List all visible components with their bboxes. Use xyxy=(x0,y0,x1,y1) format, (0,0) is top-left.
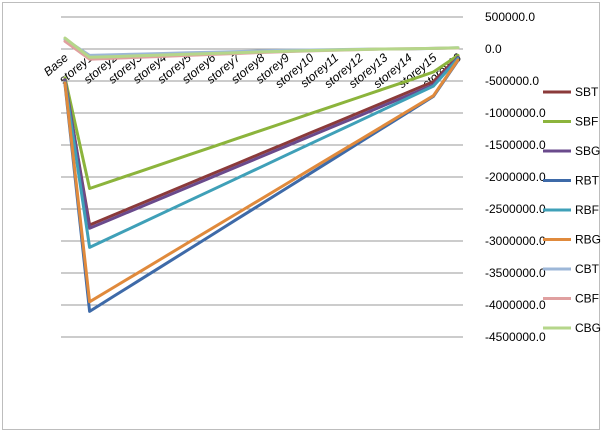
chart-frame: 500000.0 0.0 -500000.0 -1000000.0 -1500000.0… xyxy=(2,2,601,430)
series-lines xyxy=(63,36,460,313)
y-tick-label: -4500000.0 xyxy=(485,330,546,344)
series-line-sbt xyxy=(63,55,460,227)
series-line-rbg xyxy=(63,58,460,304)
y-tick-label: -2500000.0 xyxy=(485,202,546,216)
legend-label: RBT xyxy=(575,174,600,188)
y-tick-label: -3000000.0 xyxy=(485,234,546,248)
y-tick-label: 500000.0 xyxy=(485,10,535,24)
legend-label: CBT xyxy=(575,262,600,276)
series-line-rbf xyxy=(63,57,460,249)
series-line-sbg xyxy=(63,55,460,230)
y-tick-label: 0.0 xyxy=(485,42,502,56)
legend-label: SBF xyxy=(575,115,598,129)
legend-label: RBG xyxy=(575,233,601,247)
legend-label: CBG xyxy=(575,321,601,335)
y-tick-label: -2000000.0 xyxy=(485,170,546,184)
legend-label: RBF xyxy=(575,203,599,217)
legend: SBT SBF SBG RBT RBF RBG CBT CBF CBG xyxy=(543,85,601,335)
y-tick-label: -4000000.0 xyxy=(485,298,546,312)
legend-label: CBF xyxy=(575,292,599,306)
y-tick-label: -1000000.0 xyxy=(485,106,546,120)
y-axis-tick-labels: 500000.0 0.0 -500000.0 -1000000.0 -1500000.0… xyxy=(485,10,546,344)
y-tick-label: -1500000.0 xyxy=(485,138,546,152)
line-chart: 500000.0 0.0 -500000.0 -1000000.0 -1500000.0… xyxy=(41,10,601,344)
series-line-cbg xyxy=(63,36,460,59)
legend-label: SBG xyxy=(575,144,600,158)
series-line-sbf xyxy=(63,53,460,190)
legend-label: SBT xyxy=(575,85,599,99)
y-tick-label: -3500000.0 xyxy=(485,266,546,280)
y-tick-label: -500000.0 xyxy=(485,74,539,88)
